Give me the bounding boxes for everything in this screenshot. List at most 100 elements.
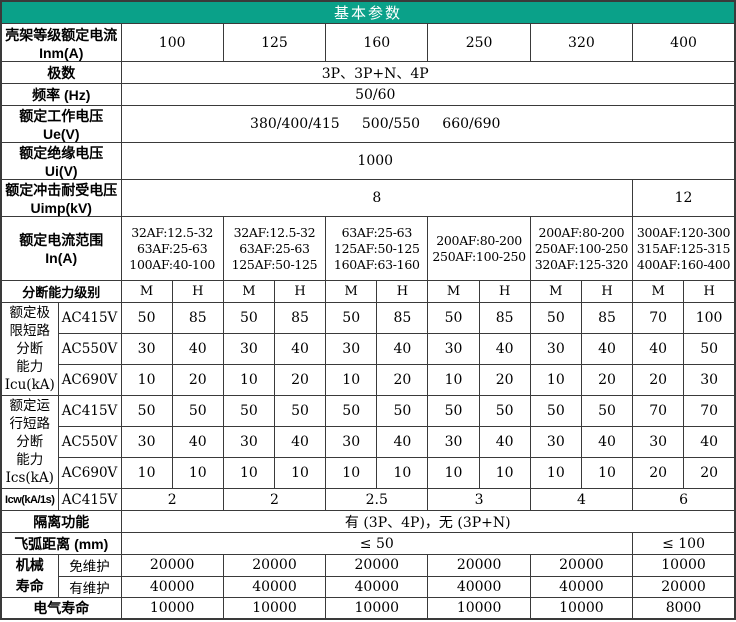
isolation-value: 有 (3P、4P)，无 (3P+N) xyxy=(120,510,736,533)
table-cell: 50 xyxy=(376,395,429,427)
ics-row-ac550: AC550V 30 40 30 40 30 40 30 40 30 40 30 40 xyxy=(1,426,736,458)
table-cell: 40 xyxy=(171,333,224,365)
isolation-row: 隔离功能 有 (3P、4P)，无 (3P+N) xyxy=(0,510,736,533)
frequency-value: 50/60 xyxy=(120,83,736,106)
impulse-voltage-main: 8 xyxy=(120,179,634,217)
mech-life-sub-free: 免维护 xyxy=(57,554,122,577)
table-cell: 20 xyxy=(683,457,736,489)
rated-voltage-row: 额定工作电压 Ue(V) 380/400/415 500/550 660/690 xyxy=(0,105,736,143)
table-cell: 10 xyxy=(580,457,634,489)
table-cell: 85 xyxy=(171,302,224,334)
table-cell: 200AF:80-200 250AF:100-250 xyxy=(427,216,531,281)
table-cell: 40 xyxy=(273,426,327,458)
row-label-ics: 额定运 行短路 分断 能力 Ics(kA) xyxy=(0,395,59,489)
row-label-icu: 额定极 限短路 分断 能力 Icu(kA) xyxy=(0,302,59,396)
row-label-rated-voltage: 额定工作电压 Ue(V) xyxy=(0,105,122,143)
table-cell: 20 xyxy=(376,364,429,396)
table-cell: 10 xyxy=(222,457,275,489)
table-cell: 100 xyxy=(683,302,736,334)
poles-value: 3P、3P+N、4P xyxy=(120,61,736,84)
current-range-row: 额定电流范围 In(A) 32AF:12.5-32 63AF:25-63 100… xyxy=(0,216,736,281)
table-cell: 50 xyxy=(478,395,531,427)
table-cell: 400 xyxy=(632,23,736,62)
table-cell: 30 xyxy=(427,426,480,458)
table-cell: 50 xyxy=(529,395,582,427)
table-cell: 20 xyxy=(273,364,327,396)
table-cell: H xyxy=(376,280,429,303)
table-cell: 10 xyxy=(529,364,582,396)
row-label-elec-life: 电气寿命 xyxy=(0,597,122,620)
table-cell: 50 xyxy=(325,395,378,427)
table-cell: M xyxy=(427,280,480,303)
table-cell: 40 xyxy=(478,426,531,458)
table-cell: 40 xyxy=(478,333,531,365)
table-cell: 10 xyxy=(325,457,378,489)
table-cell: 70 xyxy=(632,395,685,427)
table-cell: 2 xyxy=(120,488,224,511)
table-cell: 10 xyxy=(171,457,224,489)
table-cell: 50 xyxy=(222,302,275,334)
arc-distance-last: ≤ 100 xyxy=(632,532,736,555)
icw-sub-ac415: AC415V xyxy=(57,488,122,511)
row-label-breaking-class: 分断能力级别 xyxy=(0,280,122,303)
table-cell: 300AF:120-300 315AF:125-315 400AF:160-40… xyxy=(632,216,736,281)
table-cell: 40000 xyxy=(325,575,429,598)
table-cell: 10 xyxy=(427,364,480,396)
table-cell: 50 xyxy=(427,302,480,334)
table-cell: 20000 xyxy=(222,554,327,577)
rated-voltage-value: 380/400/415 500/550 660/690 xyxy=(120,105,736,143)
table-cell: M xyxy=(529,280,582,303)
table-cell: 85 xyxy=(376,302,429,334)
table-cell: 30 xyxy=(222,426,275,458)
table-cell: 160 xyxy=(325,23,429,62)
table-cell: M xyxy=(632,280,685,303)
table-cell: 250 xyxy=(427,23,531,62)
elec-life-row: 电气寿命 10000 10000 10000 10000 10000 8000 xyxy=(0,597,736,620)
table-cell: 10 xyxy=(222,364,275,396)
table-cell: 30 xyxy=(325,426,378,458)
table-cell: 10 xyxy=(120,457,173,489)
row-label-frequency: 频率 (Hz) xyxy=(0,83,122,106)
table-cell: 10 xyxy=(478,457,531,489)
ics-sub-ac415: AC415V xyxy=(57,395,122,427)
mech-life-row-free: 机械 寿命 免维护 20000 20000 20000 20000 20000 10000 xyxy=(0,554,736,598)
table-cell: 40000 xyxy=(222,575,327,598)
table-cell: 40000 xyxy=(427,575,531,598)
arc-distance-main: ≤ 50 xyxy=(120,532,634,555)
table-cell: 8000 xyxy=(632,597,736,620)
row-label-frame-current: 壳架等级额定电流 Inm(A) xyxy=(0,23,122,62)
ics-row-ac415: 额定运 行短路 分断 能力 Ics(kA) AC415V 50 50 50 50 50 5… xyxy=(0,395,736,489)
frame-current-row: 壳架等级额定电流 Inm(A) 100 125 160 250 320 400 xyxy=(0,23,736,62)
poles-row: 极数 3P、3P+N、4P xyxy=(0,61,736,84)
table-cell: 10000 xyxy=(325,597,429,620)
table-cell: 50 xyxy=(222,395,275,427)
table-cell: H xyxy=(478,280,531,303)
table-cell: 50 xyxy=(120,302,173,334)
icu-row-ac415: 额定极 限短路 分断 能力 Icu(kA) AC415V 50 85 50 85 50 8… xyxy=(0,302,736,396)
table-cell: 30 xyxy=(120,333,173,365)
table-cell: 20 xyxy=(478,364,531,396)
table-cell: 4 xyxy=(529,488,634,511)
table-cell: 10000 xyxy=(222,597,327,620)
table-cell: 100 xyxy=(120,23,224,62)
icu-sub-ac550: AC550V xyxy=(57,333,122,365)
table-cell: 30 xyxy=(683,364,736,396)
table-cell: 32AF:12.5-32 63AF:25-63 100AF:40-100 xyxy=(120,216,224,281)
insulation-voltage-row: 额定绝缘电压 Ui(V) 1000 xyxy=(0,142,736,180)
table-cell: 20 xyxy=(580,364,634,396)
table-cell: 20 xyxy=(632,364,685,396)
table-cell: 200AF:80-200 250AF:100-250 320AF:125-320 xyxy=(529,216,634,281)
table-cell: 10000 xyxy=(529,597,634,620)
table-cell: 10000 xyxy=(120,597,224,620)
table-cell: 50 xyxy=(273,395,327,427)
row-label-icw: Icw(kA/1s) xyxy=(0,488,59,511)
table-cell: 50 xyxy=(427,395,480,427)
table-cell: 30 xyxy=(529,426,582,458)
table-cell: M xyxy=(222,280,275,303)
table-cell: 30 xyxy=(529,333,582,365)
ics-row-ac690: AC690V 10 10 10 10 10 10 10 10 10 10 20 20 xyxy=(1,457,736,489)
frequency-row: 频率 (Hz) 50/60 xyxy=(0,83,736,106)
table-cell: 20000 xyxy=(427,554,531,577)
icw-row: Icw(kA/1s) AC415V 2 2 2.5 3 4 6 xyxy=(0,488,736,511)
